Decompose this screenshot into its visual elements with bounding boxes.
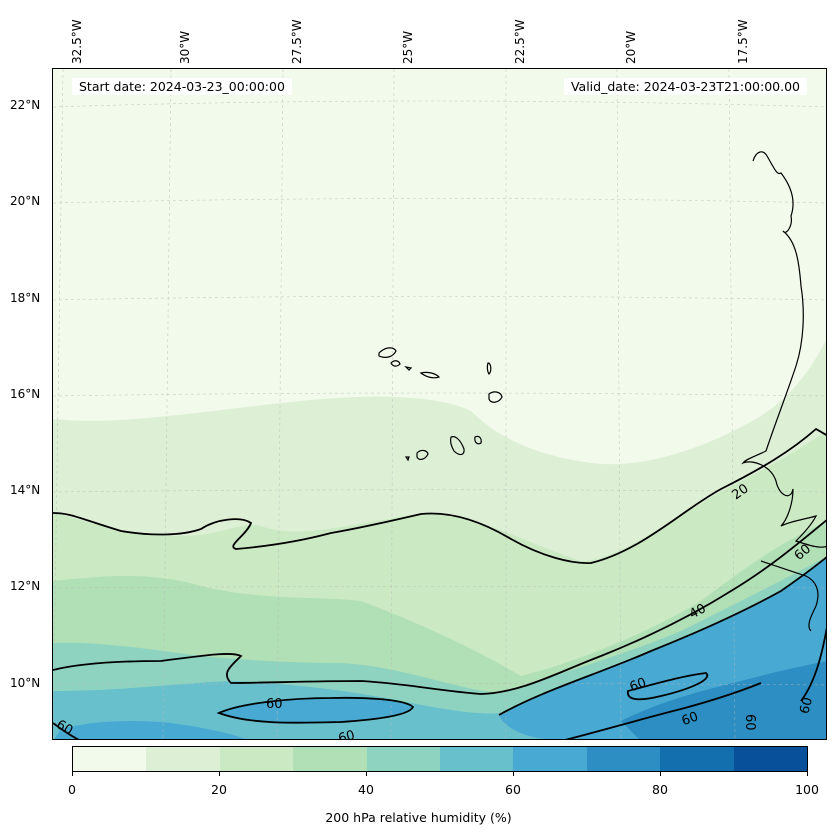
island-maio — [474, 435, 482, 445]
island-sao-vicente — [390, 360, 401, 367]
lon-label-17-5w: 17.5°W — [736, 19, 750, 64]
rh-band-70-80 — [621, 661, 826, 739]
contour-label-60-g: 60 — [797, 696, 816, 716]
lon-label-27-5w: 27.5°W — [290, 19, 304, 64]
map-gridlines — [53, 69, 826, 739]
colorbar-bin — [366, 747, 441, 771]
contour-60-se — [565, 682, 762, 739]
lon-label-25w: 25°W — [401, 30, 415, 64]
colorbar-bin — [293, 747, 367, 771]
lon-label-22-5w: 22.5°W — [513, 19, 527, 64]
coastlines — [378, 151, 826, 632]
contour-60-inner — [627, 672, 709, 701]
colorbar-bin — [513, 747, 587, 771]
colorbar-tick-100: 100 — [795, 782, 819, 797]
colorbar-tickmark — [807, 772, 808, 776]
lat-label-20n: 20°N — [10, 194, 41, 208]
colorbar-bin — [440, 747, 514, 771]
rh-contours — [53, 427, 826, 739]
lat-label-10n: 10°N — [10, 676, 41, 690]
contour-60-west — [216, 696, 415, 724]
contour-60-east — [498, 556, 826, 716]
colorbar-tickmark — [219, 772, 220, 776]
colorbar-tick-20: 20 — [211, 782, 227, 797]
colorbar-label: 200 hPa relative humidity (%) — [325, 810, 512, 825]
island-santiago — [450, 436, 465, 456]
colorbar-tick-0: 0 — [68, 782, 76, 797]
contour-label-60-d: 60 — [628, 675, 649, 695]
lon-label-20w: 20°W — [624, 30, 638, 64]
lat-label-12n: 12°N — [10, 579, 41, 593]
africa-coast — [741, 151, 826, 632]
contour-labels: 20 40 60 60 60 60 60 60 60 60 — [53, 481, 816, 740]
contour-label-60-b: 60 — [337, 728, 357, 740]
contour-label-60-e: 60 — [680, 709, 701, 729]
island-santa-luzia — [404, 366, 413, 371]
colorbar-tickmark — [72, 772, 73, 776]
lon-label-32-5w: 32.5°W — [70, 19, 84, 64]
island-sal — [486, 362, 492, 375]
colorbar-tick-40: 40 — [358, 782, 374, 797]
colorbar-bin — [219, 747, 294, 771]
contour-label-60-c: 60 — [53, 717, 75, 738]
colorbar-bin — [586, 747, 661, 771]
colorbar-bin — [660, 747, 734, 771]
rh-band-60-70 — [54, 721, 246, 739]
island-sao-nicolau — [419, 371, 441, 379]
colorbar — [72, 746, 808, 772]
start-date-label: Start date: 2024-03-23_00:00:00 — [72, 78, 292, 95]
lat-label-22n: 22°N — [10, 98, 41, 112]
colorbar-bin — [73, 747, 147, 771]
island-boa-vista — [488, 391, 503, 403]
colorbar-bin — [146, 747, 220, 771]
colorbar-bin — [733, 747, 808, 771]
contour-label-60-a: 60 — [266, 697, 283, 712]
rh-band-60-70 — [216, 698, 413, 723]
contour-60-far-east — [800, 627, 826, 702]
island-brava — [404, 456, 410, 462]
colorbar-tickmark — [513, 772, 514, 776]
valid-date-label: Valid_date: 2024-03-23T21:00:00.00 — [563, 78, 807, 95]
humidity-map: 20 40 60 60 60 60 60 60 60 60 — [53, 69, 826, 740]
island-santo-antao — [378, 347, 397, 358]
lat-label-16n: 16°N — [10, 387, 41, 401]
colorbar-tickmark — [366, 772, 367, 776]
lat-label-18n: 18°N — [10, 291, 41, 305]
colorbar-tick-60: 60 — [505, 782, 521, 797]
map-panel[interactable]: 20 40 60 60 60 60 60 60 60 60 Start date… — [52, 68, 827, 740]
island-fogo — [416, 449, 429, 460]
contour-label-60-f: 60 — [742, 714, 757, 731]
lat-label-14n: 14°N — [10, 483, 41, 497]
contour-60-sw — [53, 722, 80, 739]
colorbar-tickmark — [660, 772, 661, 776]
contour-label-40: 40 — [687, 601, 709, 622]
contour-20 — [53, 427, 826, 564]
contour-40 — [53, 519, 826, 695]
lon-label-30w: 30°W — [178, 30, 192, 64]
colorbar-tick-80: 80 — [652, 782, 668, 797]
